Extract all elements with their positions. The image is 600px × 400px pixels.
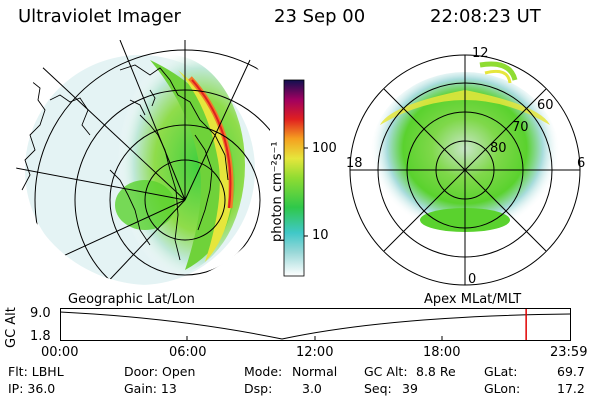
timeline-ymax-label: 9.0 xyxy=(30,306,51,321)
mode-value: Normal xyxy=(292,364,338,379)
glat-value: 69.7 xyxy=(557,364,585,379)
timeline-tick-0600: 06:00 xyxy=(169,345,207,360)
timeline-ymin-label: 1.8 xyxy=(30,329,51,344)
mlt-label-12: 12 xyxy=(472,46,489,61)
date-label: 23 Sep 00 xyxy=(274,6,366,27)
polar-mlt-map xyxy=(349,54,581,286)
glon-value: 17.2 xyxy=(557,381,585,396)
mlt-label-0: 0 xyxy=(468,272,477,287)
colorbar-tick-10: 10 xyxy=(312,228,329,243)
seq-label: Seq: xyxy=(364,381,392,396)
colorbar xyxy=(283,79,308,277)
dsp-value: 3.0 xyxy=(302,381,322,396)
door-status: Door: Open xyxy=(124,364,196,379)
mlat-label-60: 60 xyxy=(537,98,554,113)
mlat-label-80: 80 xyxy=(490,141,507,156)
timeline-tick-1800: 18:00 xyxy=(423,345,461,360)
dsp-label: Dsp: xyxy=(244,381,273,396)
gcalt-value: 8.8 Re xyxy=(416,364,456,379)
mlat-label-70: 70 xyxy=(512,120,529,135)
geographic-map-label: Geographic Lat/Lon xyxy=(68,292,195,307)
altitude-timeline xyxy=(60,308,571,341)
seq-value: 39 xyxy=(402,381,418,396)
ip-status: IP: 36.0 xyxy=(8,381,56,396)
mlt-map-label: Apex MLat/MLT xyxy=(424,292,522,307)
gcalt-label: GC Alt: xyxy=(364,364,408,379)
mlt-label-18: 18 xyxy=(346,156,363,171)
gain-status: Gain: 13 xyxy=(124,381,177,396)
colorbar-tick-100: 100 xyxy=(312,141,337,156)
mlt-label-6: 6 xyxy=(577,156,586,171)
colorbar-unit-label: photon cm⁻²s⁻¹ xyxy=(270,141,285,242)
timeline-tick-1200: 12:00 xyxy=(296,345,334,360)
geographic-map xyxy=(15,40,270,285)
timeline-tick-0000: 00:00 xyxy=(41,345,79,360)
time-label: 22:08:23 UT xyxy=(430,6,541,27)
timeline-tick-2359: 23:59 xyxy=(550,345,588,360)
timeline-axis-label: GC Alt xyxy=(4,307,19,348)
glon-label: GLon: xyxy=(484,381,521,396)
mode-label: Mode: xyxy=(244,364,283,379)
glat-label: GLat: xyxy=(484,364,518,379)
instrument-title: Ultraviolet Imager xyxy=(18,6,181,27)
filter-status: Flt: LBHL xyxy=(8,364,64,379)
